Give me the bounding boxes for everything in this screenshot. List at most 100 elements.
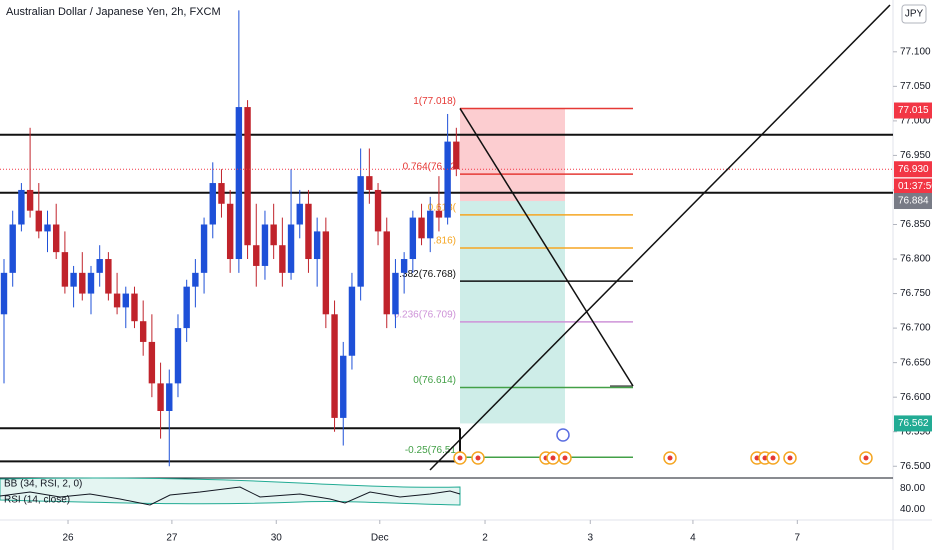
x-tick-label: 30 <box>271 533 283 544</box>
candle-body <box>253 245 260 266</box>
y-tick-label: 76.650 <box>900 357 931 368</box>
candle-body <box>400 259 408 273</box>
candle-body <box>392 272 399 315</box>
x-tick-label: 27 <box>166 533 178 544</box>
event-dot <box>787 455 793 461</box>
y-tick-label: 77.100 <box>900 46 931 57</box>
candle-body <box>331 314 338 418</box>
candle-body <box>444 141 451 218</box>
candle-body <box>192 272 199 287</box>
candle-body <box>200 224 208 273</box>
candle-body <box>26 189 34 211</box>
fib-label: .382(76.768) <box>399 269 456 280</box>
candle-body <box>174 328 182 384</box>
price-label: 77.015 <box>898 105 929 116</box>
fib-label: -0.25(76.51 <box>405 445 457 456</box>
candle-body <box>183 286 190 329</box>
x-tick-label: 2 <box>482 533 488 544</box>
candle-body <box>383 231 390 315</box>
stop-zone <box>460 108 565 202</box>
event-dot <box>754 455 760 461</box>
indicator-label: RSI (14, close) <box>4 495 70 506</box>
event-dot <box>863 455 869 461</box>
candle-body <box>87 272 95 294</box>
candle-body <box>235 107 243 260</box>
candle-body <box>313 231 321 260</box>
y-tick-label: 77.050 <box>900 81 931 92</box>
candle-body <box>261 224 269 266</box>
candle-body <box>427 210 434 239</box>
candle-body <box>113 293 121 308</box>
chart-title: Australian Dollar / Japanese Yen, 2h, FX… <box>6 6 221 18</box>
price-label: 76.884 <box>898 196 929 207</box>
target-zone <box>460 201 565 424</box>
y-tick-label: 76.500 <box>900 461 931 472</box>
x-tick-label: 4 <box>690 533 696 544</box>
candle-body <box>218 183 225 204</box>
price-label: 76.562 <box>898 418 929 429</box>
candle-body <box>96 259 103 273</box>
event-dot <box>550 455 556 461</box>
candle-body <box>279 245 286 273</box>
candle-body <box>131 293 138 322</box>
fib-label: 0(76.614) <box>413 375 456 386</box>
candle-body <box>122 293 129 308</box>
candle-body <box>270 224 277 246</box>
candle-body <box>287 224 295 273</box>
candle-body <box>305 203 312 260</box>
rsi-tick-label: 80.00 <box>900 483 925 494</box>
candle-body <box>148 341 156 384</box>
candle-body <box>157 383 164 411</box>
event-dot <box>762 455 768 461</box>
event-dot <box>667 455 673 461</box>
rsi-line <box>0 486 461 506</box>
fib-label: 0.236(76.709) <box>394 310 456 321</box>
y-tick-label: 76.600 <box>900 392 931 403</box>
y-tick-label: 76.550 <box>900 426 931 437</box>
candle-body <box>166 383 173 411</box>
candle-body <box>105 259 112 294</box>
candle-body <box>139 321 147 342</box>
candle-body <box>70 272 77 287</box>
price-label: 76.930 <box>898 164 929 175</box>
fib-label: 1(77.018) <box>413 96 456 107</box>
currency-button[interactable] <box>901 4 927 24</box>
event-dot <box>770 455 776 461</box>
fib-label: .816) <box>433 236 456 247</box>
event-dot <box>457 455 463 461</box>
candle-body <box>435 210 443 218</box>
candle-body <box>52 224 60 253</box>
price-label: 01:37:50 <box>898 181 932 192</box>
y-tick-label: 77.000 <box>900 116 931 127</box>
price-label-box <box>894 161 932 178</box>
candle-body <box>322 231 330 315</box>
indicator-label: BB (34, RSI, 2, 0) <box>4 479 82 490</box>
candle-body <box>366 176 373 190</box>
candle-body <box>340 355 347 418</box>
candle-body <box>0 272 8 315</box>
fib-label: 0.764(76.92 <box>403 162 457 173</box>
candle-body <box>244 107 251 246</box>
trend-line <box>459 108 634 387</box>
x-tick-label: Dec <box>371 533 389 544</box>
trend-line <box>429 4 891 471</box>
price-label-box <box>894 102 932 119</box>
y-tick-label: 76.850 <box>900 219 931 230</box>
price-label-box <box>894 415 932 432</box>
price-label-box <box>894 178 932 195</box>
event-dot <box>562 455 568 461</box>
price-label-box <box>894 193 932 210</box>
event-icon <box>556 428 570 442</box>
candle-body <box>409 217 417 260</box>
fib-label: 0.618( <box>428 202 457 213</box>
candle-body <box>18 189 25 225</box>
candle-body <box>9 224 16 273</box>
x-tick-label: 3 <box>588 533 594 544</box>
y-tick-label: 76.750 <box>900 288 931 299</box>
candle-body <box>226 203 234 260</box>
currency-label: JPY <box>905 9 924 20</box>
y-tick-label: 76.700 <box>900 323 931 334</box>
candle-body <box>35 210 42 232</box>
candle-body <box>453 141 460 170</box>
candle-body <box>348 286 356 356</box>
